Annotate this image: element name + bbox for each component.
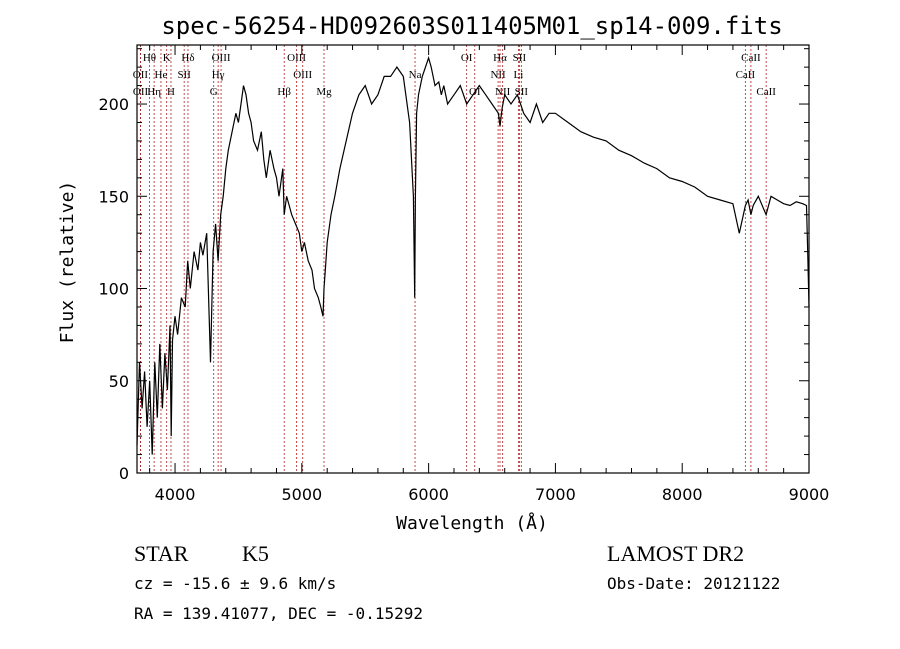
- y-tick-label: 200: [98, 95, 129, 114]
- line-marker-label: OIII: [212, 52, 231, 64]
- x-tick-label: 8000: [662, 485, 703, 504]
- line-marker-label: SII: [513, 52, 527, 64]
- line-marker-label: Mg: [316, 86, 332, 98]
- line-marker-label: OIII: [287, 52, 306, 64]
- y-tick-label: 100: [98, 280, 129, 299]
- line-marker-label: CaII: [756, 86, 776, 98]
- x-tick-label: 4000: [155, 485, 196, 504]
- chart-title: spec-56254-HD092603S011405M01_sp14-009.f…: [161, 12, 782, 40]
- y-tick-label: 50: [109, 372, 129, 391]
- line-marker-label: CaII: [736, 69, 756, 81]
- line-marker-label: NII: [495, 86, 511, 98]
- y-axis: 0 50 100 150 200: [98, 48, 809, 483]
- x-axis: 4000 5000 6000 7000 8000 9000: [149, 45, 830, 504]
- spectral-line-markers: [140, 45, 767, 473]
- line-marker-label: SII: [177, 69, 191, 81]
- line-marker-label: OII: [133, 86, 149, 98]
- line-marker-label: Hθ: [143, 52, 156, 64]
- coordinates-text: RA = 139.41077, DEC = -0.15292: [134, 604, 423, 623]
- x-tick-label: 7000: [535, 485, 576, 504]
- line-marker-label: OIII: [293, 69, 312, 81]
- line-marker-label: K: [163, 52, 171, 64]
- line-marker-label: Na: [409, 69, 422, 81]
- y-axis-label: Flux (relative): [57, 181, 78, 344]
- y-tick-label: 150: [98, 187, 129, 206]
- line-marker-label: Li: [514, 69, 524, 81]
- line-marker-label: CaII: [741, 52, 761, 64]
- plot-frame: [136, 44, 810, 474]
- line-marker-label: He: [155, 69, 168, 81]
- line-marker-label: OI: [461, 52, 473, 64]
- line-marker-label: Hγ: [212, 69, 225, 81]
- obs-date-text: Obs-Date: 20121122: [607, 574, 780, 593]
- line-marker-label: G: [210, 86, 218, 98]
- object-subclass: K5: [242, 541, 269, 566]
- object-class: STAR: [134, 541, 189, 566]
- line-marker-label: Hδ: [181, 52, 194, 64]
- survey-name: LAMOST DR2: [607, 541, 744, 566]
- spectrum-line: [136, 55, 810, 455]
- x-tick-label: 9000: [789, 485, 830, 504]
- line-marker-label: Hα: [493, 52, 507, 64]
- x-tick-label: 5000: [281, 485, 322, 504]
- line-marker-label: Hβ: [277, 86, 291, 98]
- x-axis-label: Wavelength (Å): [396, 512, 548, 534]
- redshift-text: cz = -15.6 ± 9.6 km/s: [134, 574, 336, 593]
- line-marker-label: Hη: [147, 86, 161, 98]
- line-marker-label: OII: [133, 69, 149, 81]
- y-tick-label: 0: [119, 464, 129, 483]
- line-marker-label: H: [167, 86, 175, 98]
- line-marker-label: NII: [490, 69, 506, 81]
- x-tick-label: 6000: [408, 485, 449, 504]
